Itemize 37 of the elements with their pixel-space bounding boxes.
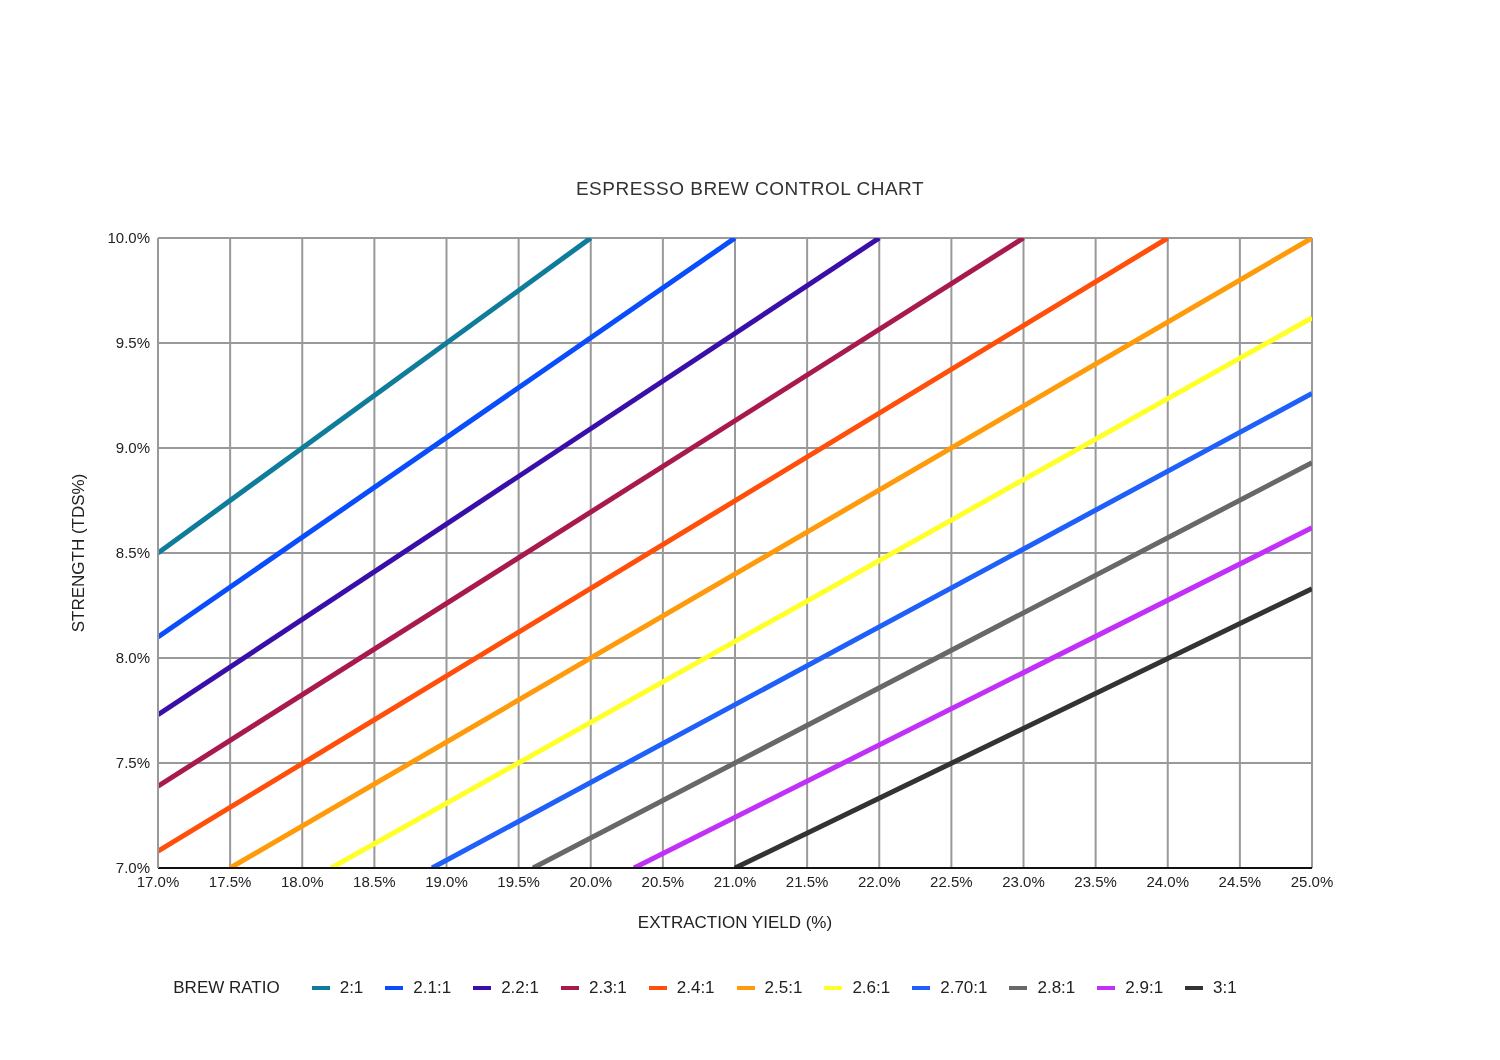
y-axis-title: STRENGTH (TDS%) bbox=[69, 473, 89, 633]
x-tick-label: 22.5% bbox=[930, 872, 973, 890]
y-tick-label: 7.5% bbox=[115, 754, 150, 772]
legend-label: 2.6:1 bbox=[852, 978, 891, 998]
x-tick-label: 18.0% bbox=[280, 872, 324, 890]
legend-label: 2:1 bbox=[339, 978, 364, 998]
y-tick-label: 9.5% bbox=[115, 334, 150, 352]
x-tick-label: 24.0% bbox=[1146, 872, 1190, 890]
x-tick-label: 23.0% bbox=[1002, 872, 1045, 890]
x-tick-label: 23.5% bbox=[1074, 872, 1117, 890]
legend-label: 2.3:1 bbox=[588, 978, 627, 998]
legend-title: BREW RATIO bbox=[173, 978, 280, 998]
x-tick-label: 22.0% bbox=[857, 872, 901, 890]
y-tick-label: 9.0% bbox=[115, 439, 150, 457]
legend-label: 2.4:1 bbox=[676, 978, 715, 998]
x-tick-label: 19.0% bbox=[425, 872, 468, 890]
legend-label: 2.1:1 bbox=[413, 978, 452, 998]
legend-label: 2.9:1 bbox=[1125, 978, 1164, 998]
y-tick-label: 10.0% bbox=[107, 229, 150, 247]
x-tick-label: 20.0% bbox=[569, 872, 613, 890]
x-axis-title: EXTRACTION YIELD (%) bbox=[637, 913, 833, 932]
x-tick-label: 21.0% bbox=[713, 872, 757, 890]
x-tick-label: 17.5% bbox=[208, 872, 252, 890]
y-tick-label: 8.0% bbox=[115, 649, 150, 667]
legend-label: 2.70:1 bbox=[940, 978, 988, 998]
x-tick-label: 19.5% bbox=[497, 872, 540, 890]
x-tick-label: 25.0% bbox=[1290, 872, 1334, 890]
legend-label: 2.8:1 bbox=[1037, 978, 1076, 998]
y-tick-label: 8.5% bbox=[115, 544, 150, 562]
x-tick-label: 24.5% bbox=[1218, 872, 1262, 890]
x-tick-label: 20.5% bbox=[641, 872, 685, 890]
legend-label: 2.5:1 bbox=[764, 978, 803, 998]
x-tick-label: 18.5% bbox=[353, 872, 396, 890]
chart-title: ESPRESSO BREW CONTROL CHART bbox=[574, 178, 926, 201]
x-tick-label: 21.5% bbox=[785, 872, 829, 890]
legend-label: 2.2:1 bbox=[501, 978, 539, 998]
legend-label: 3:1 bbox=[1213, 978, 1237, 998]
